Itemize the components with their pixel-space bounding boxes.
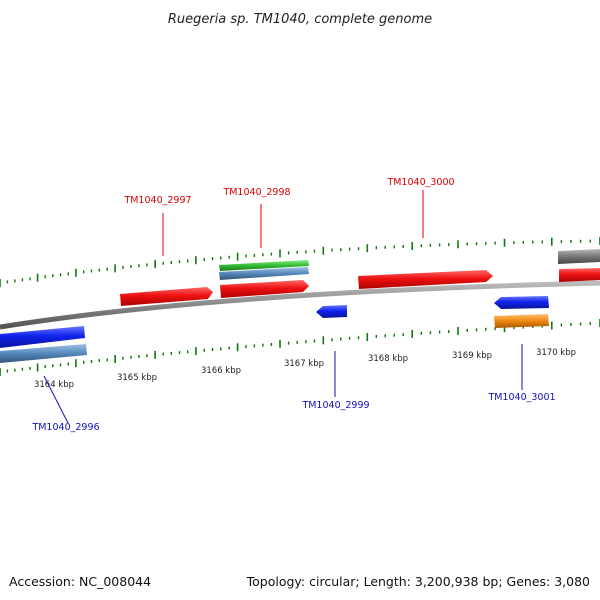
- map-title: Ruegeria sp. TM1040, complete genome: [168, 12, 432, 27]
- gene-label-TM1040_2996[interactable]: TM1040_2996: [31, 422, 99, 433]
- gene-feature-TM1040_2997[interactable]: [120, 287, 213, 306]
- scale-label-3164: 3164 kbp: [34, 380, 74, 390]
- gene-feature-TM1040_2999[interactable]: [316, 305, 347, 318]
- scale-label-3167: 3167 kbp: [284, 359, 324, 369]
- gene-feature-right-edge[interactable]: [558, 249, 600, 282]
- genome-backbone: [0, 280, 600, 330]
- gene-label-TM1040_2999[interactable]: TM1040_2999: [301, 400, 369, 411]
- scale-ticks-inner: [0, 319, 600, 376]
- accession-text: Accession: NC_008044: [9, 574, 151, 589]
- gene-feature-TM1040_2998[interactable]: [219, 260, 309, 298]
- gene-feature-TM1040_2996[interactable]: [0, 326, 87, 363]
- scale-label-3170: 3170 kbp: [536, 348, 576, 358]
- scale-ticks-outer: [0, 237, 600, 287]
- genome-summary-text: Topology: circular; Length: 3,200,938 bp…: [246, 574, 590, 589]
- scale-label-3169: 3169 kbp: [452, 351, 492, 361]
- gene-label-TM1040_3001[interactable]: TM1040_3001: [487, 392, 555, 403]
- scale-label-3168: 3168 kbp: [368, 354, 408, 364]
- leader-TM1040_2996: [43, 375, 69, 424]
- gene-feature-TM1040_3001[interactable]: [494, 296, 549, 328]
- gene-label-TM1040_2998[interactable]: TM1040_2998: [222, 187, 290, 198]
- scale-label-3166: 3166 kbp: [201, 366, 241, 376]
- gene-label-TM1040_2997[interactable]: TM1040_2997: [123, 195, 191, 206]
- gene-label-TM1040_3000[interactable]: TM1040_3000: [386, 177, 454, 188]
- gene-feature-TM1040_3000[interactable]: [358, 270, 493, 289]
- scale-label-3165: 3165 kbp: [117, 373, 157, 383]
